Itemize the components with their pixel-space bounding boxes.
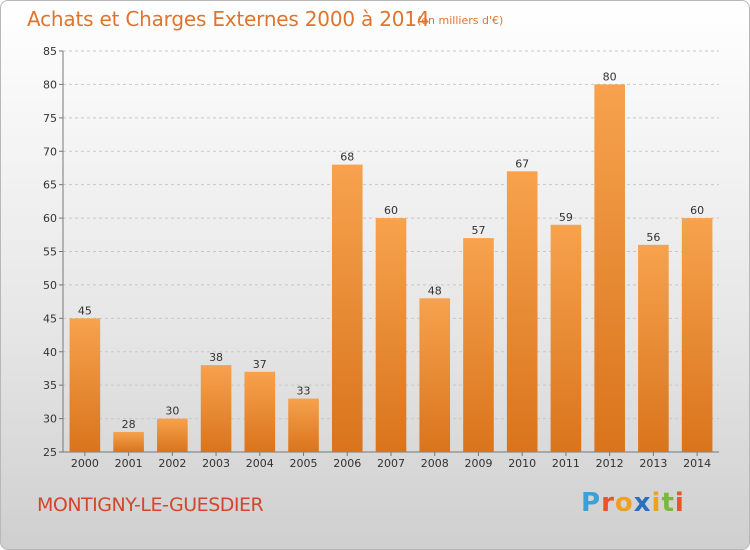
x-tick-label-2002: 2002 — [158, 457, 186, 470]
x-tick-label-2004: 2004 — [246, 457, 274, 470]
value-label-2005: 33 — [297, 385, 311, 398]
bar-2007 — [375, 218, 407, 452]
y-tick-label: 25 — [43, 446, 57, 459]
bar-2009 — [463, 238, 494, 452]
bar-2000 — [69, 318, 101, 452]
x-tick-label-2013: 2013 — [639, 457, 667, 470]
y-tick-label: 85 — [43, 45, 57, 58]
bar-2010 — [506, 171, 538, 453]
y-tick-label: 40 — [43, 346, 57, 359]
value-label-2011: 59 — [559, 211, 573, 224]
logo-letter: i — [674, 488, 685, 518]
municipality-name: MONTIGNY-LE-GUESDIER — [37, 494, 264, 516]
x-tick-label-2012: 2012 — [596, 457, 624, 470]
value-label-2002: 30 — [165, 405, 179, 418]
x-tick-label-2014: 2014 — [683, 457, 711, 470]
value-label-2013: 56 — [646, 231, 660, 244]
logo-letter: i — [651, 488, 662, 518]
y-tick-label: 60 — [43, 212, 57, 225]
bar-2003 — [200, 365, 232, 452]
y-tick-label: 30 — [43, 413, 57, 426]
value-label-2003: 38 — [209, 351, 223, 364]
value-label-2012: 80 — [603, 70, 617, 83]
value-label-2010: 67 — [515, 157, 529, 170]
x-tick-label-2011: 2011 — [552, 457, 580, 470]
bar-2001 — [113, 431, 144, 452]
value-label-2014: 60 — [690, 204, 704, 217]
chart-subtitle: (en milliers d'€) — [417, 14, 504, 27]
y-tick-label: 50 — [43, 279, 57, 292]
x-tick-label-2009: 2009 — [464, 457, 492, 470]
chart-title: Achats et Charges Externes 2000 à 2014 — [27, 7, 430, 31]
value-label-2000: 45 — [78, 304, 92, 317]
x-tick-label-2001: 2001 — [115, 457, 143, 470]
y-tick-label: 70 — [43, 145, 57, 158]
bar-2013 — [638, 244, 669, 452]
logo-letter: x — [633, 488, 652, 518]
x-tick-label-2006: 2006 — [333, 457, 361, 470]
y-tick-label: 80 — [43, 78, 57, 91]
x-tick-label-2005: 2005 — [290, 457, 318, 470]
value-label-2007: 60 — [384, 204, 398, 217]
logo-letter: o — [614, 488, 634, 518]
y-tick-label: 75 — [43, 112, 57, 125]
bar-2006 — [331, 164, 363, 452]
bar-2008 — [419, 298, 451, 452]
value-label-2004: 37 — [253, 358, 267, 371]
proxiti-logo: Proxiti — [581, 488, 685, 518]
bar-2012 — [594, 84, 625, 453]
y-tick-label: 55 — [43, 246, 57, 259]
logo-letter: r — [601, 488, 615, 518]
value-label-2009: 57 — [471, 224, 485, 237]
logo-letter: t — [661, 488, 675, 518]
y-tick-label: 35 — [43, 379, 57, 392]
value-label-2008: 48 — [428, 284, 442, 297]
logo-letter: P — [581, 488, 602, 518]
bar-2004 — [244, 371, 276, 452]
x-tick-label-2010: 2010 — [508, 457, 536, 470]
value-label-2001: 28 — [122, 418, 136, 431]
x-tick-label-2000: 2000 — [71, 457, 99, 470]
x-tick-label-2008: 2008 — [421, 457, 449, 470]
bar-2011 — [550, 224, 582, 452]
value-label-2006: 68 — [340, 151, 354, 164]
bar-2005 — [288, 398, 319, 452]
x-tick-label-2003: 2003 — [202, 457, 230, 470]
bar-2002 — [157, 418, 188, 452]
y-tick-label: 45 — [43, 312, 57, 325]
y-tick-label: 65 — [43, 179, 57, 192]
x-tick-label-2007: 2007 — [377, 457, 405, 470]
bar-2014 — [681, 218, 713, 452]
